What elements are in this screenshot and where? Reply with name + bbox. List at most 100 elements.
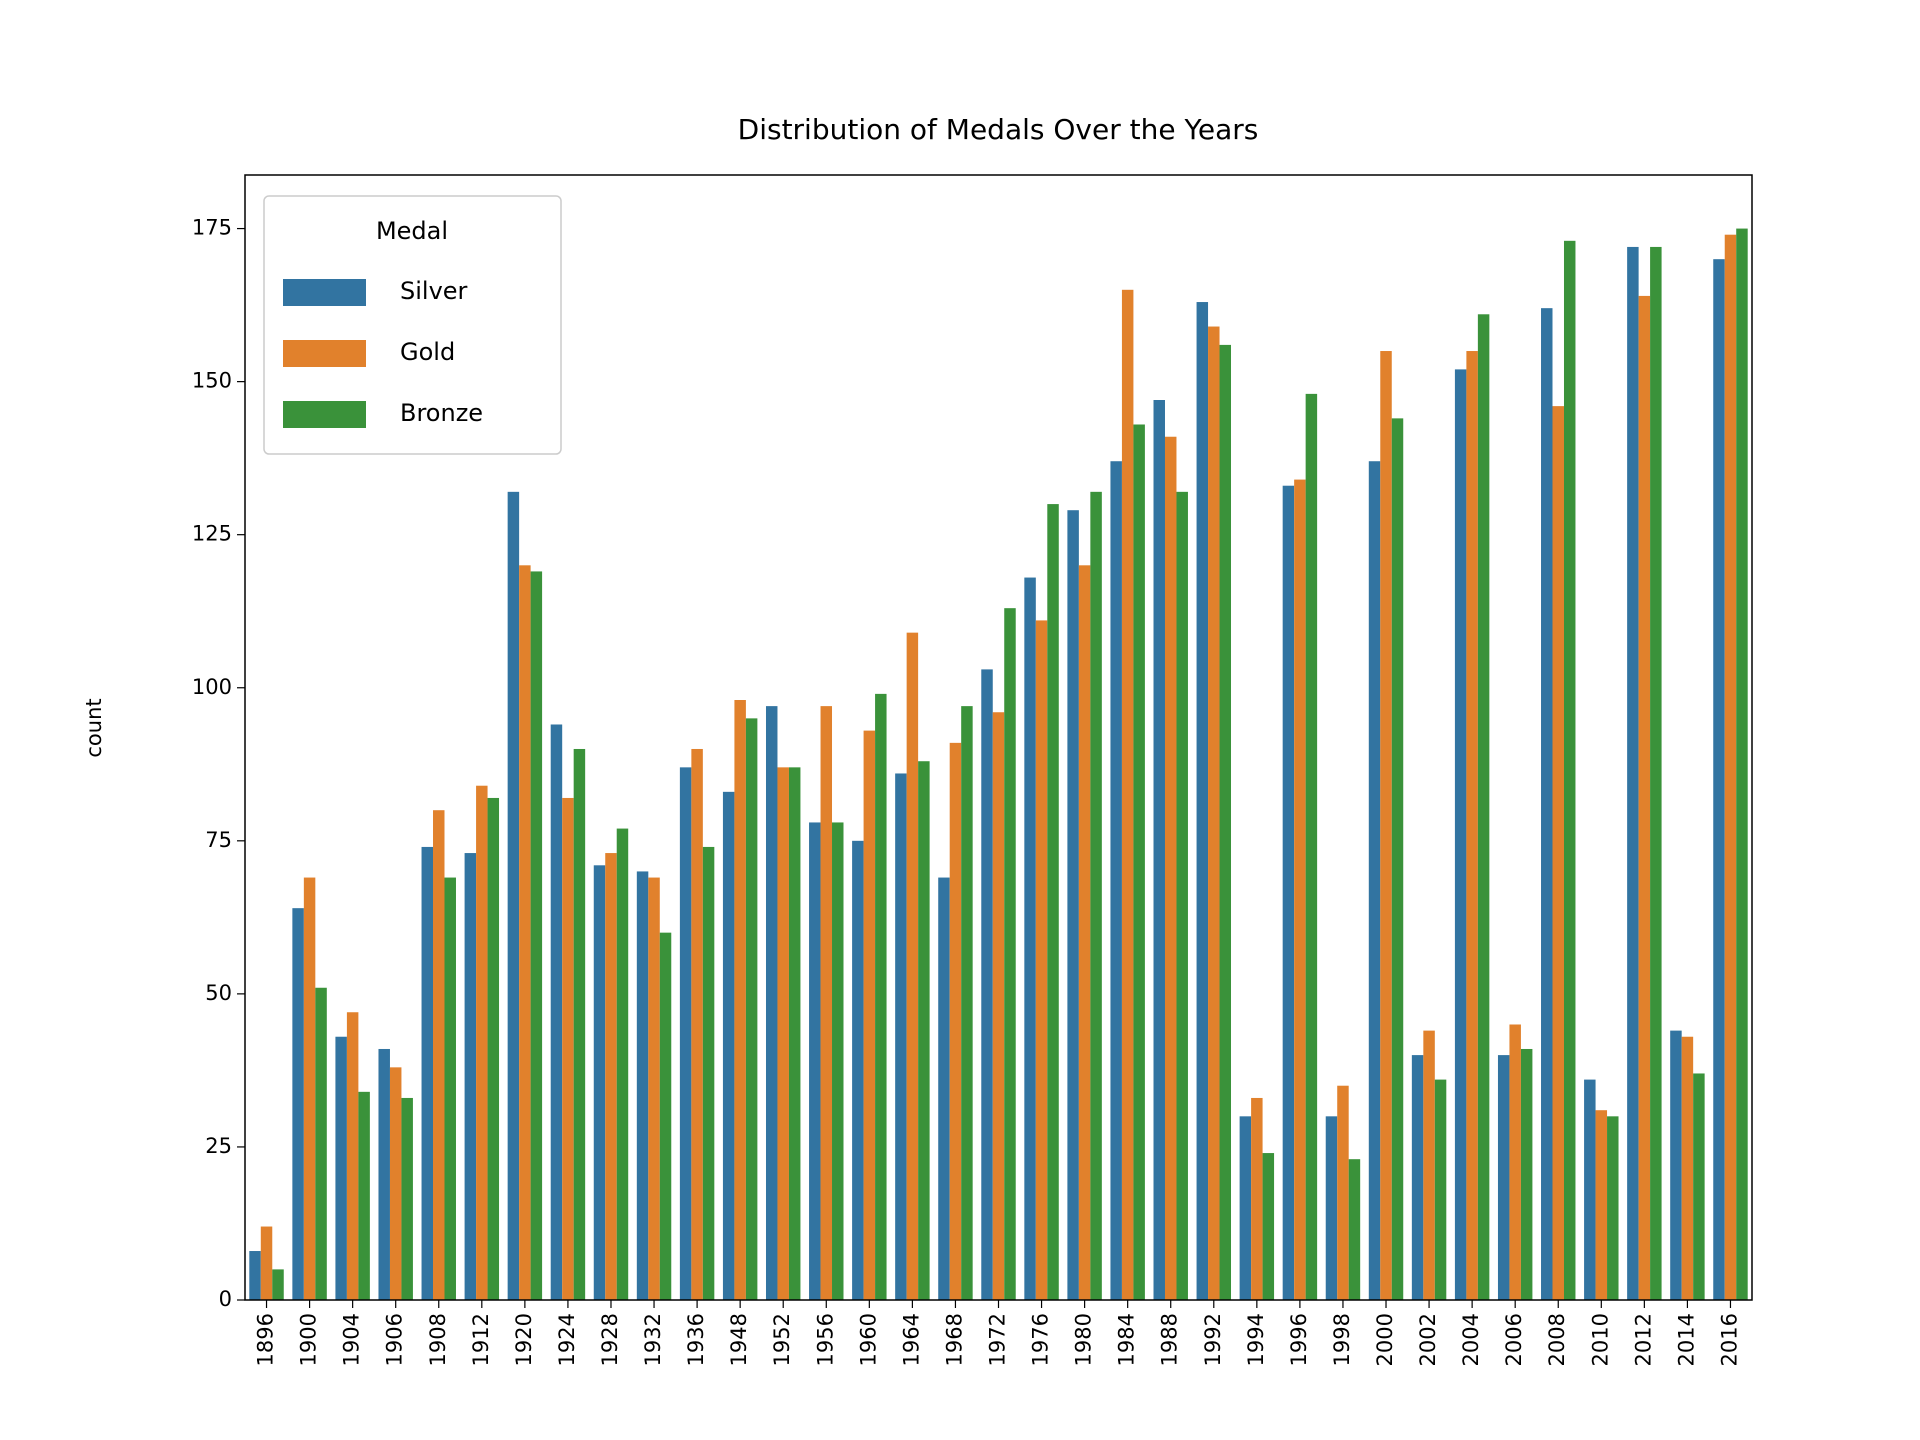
bar — [335, 1036, 347, 1300]
x-tick-label: 1988 — [1158, 1313, 1182, 1366]
bar — [1110, 461, 1122, 1300]
bar — [1520, 1048, 1533, 1300]
bar — [1724, 234, 1737, 1301]
x-tick-label: 2016 — [1717, 1313, 1741, 1366]
x-tick-label: 1928 — [598, 1313, 622, 1366]
bar — [1196, 302, 1209, 1301]
bar — [1067, 510, 1079, 1300]
bar — [1454, 369, 1467, 1300]
bar — [1305, 393, 1318, 1300]
legend-label: Gold — [400, 338, 455, 366]
x-tick-label: 1972 — [986, 1313, 1010, 1366]
x-tick-label: 1906 — [383, 1313, 407, 1366]
bar — [1176, 491, 1188, 1300]
bar — [1434, 1079, 1447, 1300]
chart-title: Distribution of Medals Over the Years — [738, 113, 1259, 146]
bar — [1325, 1116, 1338, 1300]
bar — [722, 791, 735, 1300]
bar — [1552, 406, 1564, 1300]
y-tick-label: 75 — [205, 828, 232, 852]
bar — [1563, 240, 1576, 1301]
bar — [1411, 1055, 1424, 1300]
x-tick-label: 1920 — [512, 1313, 536, 1366]
x-tick-label: 2000 — [1373, 1313, 1397, 1366]
bar — [389, 1067, 402, 1300]
x-tick-label: 1994 — [1244, 1313, 1268, 1366]
bar — [1219, 344, 1232, 1300]
bar — [573, 748, 586, 1300]
bar — [777, 767, 789, 1300]
bar — [1035, 620, 1048, 1300]
x-tick-label: 1912 — [469, 1313, 493, 1366]
bar — [1713, 259, 1725, 1300]
bar — [809, 822, 821, 1300]
x-tick-label: 1960 — [856, 1313, 880, 1366]
x-tick-label: 2002 — [1416, 1313, 1440, 1366]
bar — [1047, 504, 1059, 1300]
x-tick-label: 1956 — [813, 1313, 837, 1366]
bar — [1477, 314, 1490, 1300]
bar — [272, 1269, 284, 1300]
bar — [550, 724, 563, 1300]
x-tick-label: 1900 — [297, 1313, 321, 1366]
bar — [992, 712, 1005, 1300]
y-tick-label: 125 — [192, 522, 232, 546]
bar — [702, 846, 715, 1300]
bar — [433, 810, 445, 1300]
bar — [421, 846, 434, 1300]
bar — [734, 700, 746, 1300]
y-tick-label: 0 — [219, 1287, 232, 1311]
x-tick-label: 2012 — [1631, 1313, 1655, 1366]
bar — [358, 1091, 370, 1300]
bar — [636, 871, 649, 1300]
bar — [249, 1251, 261, 1300]
legend-title: Medal — [376, 217, 448, 245]
bar — [1509, 1024, 1521, 1300]
bar — [1466, 351, 1478, 1301]
x-tick-label: 1936 — [684, 1313, 708, 1366]
plot-frame — [244, 174, 1753, 1301]
bar — [1294, 479, 1306, 1301]
x-tick-label: 1980 — [1072, 1313, 1096, 1366]
bar — [1337, 1085, 1349, 1300]
bar — [1078, 565, 1091, 1300]
bar — [530, 571, 543, 1300]
bar — [1541, 308, 1553, 1300]
bar — [260, 1226, 273, 1300]
x-tick-label: 1998 — [1330, 1313, 1354, 1366]
x-tick-label: 1904 — [340, 1313, 364, 1366]
bar — [648, 877, 660, 1300]
bar — [875, 693, 887, 1300]
bar — [820, 706, 833, 1300]
x-tick-label: 1992 — [1201, 1313, 1225, 1366]
bar — [852, 840, 864, 1300]
bar — [315, 987, 327, 1300]
bar — [788, 767, 801, 1300]
bar — [464, 853, 477, 1300]
bar — [1153, 400, 1165, 1300]
y-tick-label: 150 — [192, 369, 232, 393]
x-tick-label: 1996 — [1287, 1313, 1311, 1366]
bar — [1391, 418, 1404, 1301]
bar — [1164, 436, 1177, 1300]
bar — [938, 877, 950, 1300]
bar — [378, 1048, 390, 1300]
bar — [1239, 1116, 1252, 1300]
bar — [1090, 491, 1102, 1300]
bar — [961, 706, 973, 1300]
x-tick-label: 2014 — [1674, 1313, 1698, 1366]
legend-swatch — [283, 401, 366, 428]
x-tick-label: 1952 — [770, 1313, 794, 1366]
bar — [616, 828, 629, 1300]
bar — [745, 718, 758, 1300]
legend-label: Silver — [400, 277, 468, 305]
bar — [1208, 326, 1220, 1300]
bar — [659, 932, 672, 1300]
bar — [1380, 351, 1392, 1301]
legend-swatch — [283, 340, 366, 367]
y-tick-label: 50 — [205, 981, 232, 1005]
bar — [444, 877, 456, 1300]
bar — [1670, 1030, 1682, 1300]
legend-label: Bronze — [400, 399, 483, 427]
x-tick-label: 1984 — [1115, 1313, 1139, 1366]
